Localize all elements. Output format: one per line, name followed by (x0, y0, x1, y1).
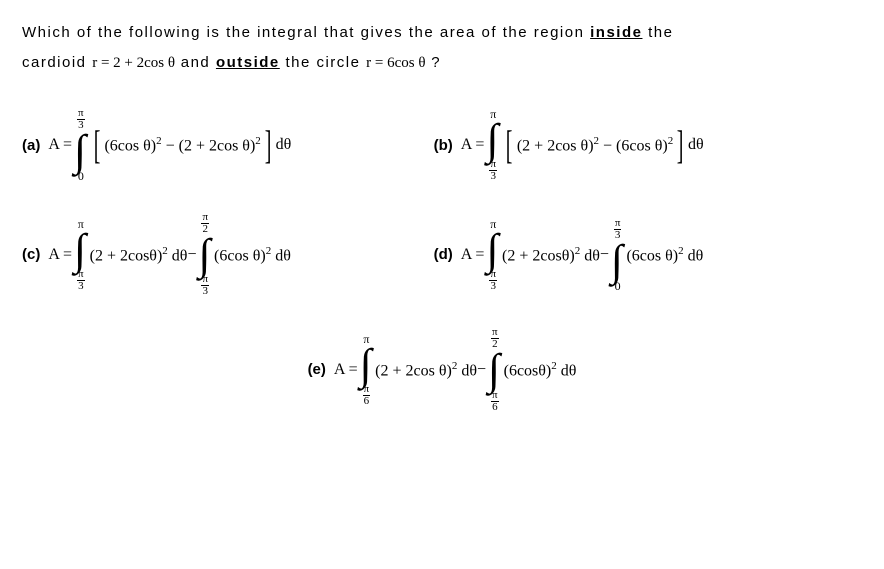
option-label: (d) (434, 246, 453, 263)
option-d: (d) A = π ∫ π3 (2 + 2cosθ)2 dθ − π3 ∫ 0 … (434, 212, 862, 297)
dtheta: dθ (688, 136, 704, 154)
option-label: (c) (22, 246, 40, 263)
option-prefix: A = (461, 136, 485, 154)
integral-2: π2 ∫ π3 (196, 212, 214, 297)
stem-inside: inside (590, 24, 642, 41)
stem-eq1: r = 2 + 2cos θ (92, 55, 175, 71)
option-e: (e) A = π ∫ π6 (2 + 2cos θ)2 dθ − π2 ∫ π… (308, 327, 577, 412)
option-prefix: A = (461, 246, 485, 264)
option-prefix: A = (48, 136, 72, 154)
integral-2: π3 ∫ 0 (609, 218, 627, 292)
integrand: (6cos θ)2 − (2 + 2cos θ)2 (104, 135, 260, 155)
integral-1: π ∫ π3 (72, 218, 90, 292)
stem-eq2: r = 6cos θ (366, 55, 425, 71)
option-row-3: (e) A = π ∫ π6 (2 + 2cos θ)2 dθ − π2 ∫ π… (22, 327, 862, 412)
stem-text: the circle (280, 54, 366, 71)
option-prefix: A = (48, 246, 72, 264)
integrand-2: (6cosθ)2 dθ (504, 360, 577, 380)
integrand-2: (6cos θ)2 dθ (626, 245, 703, 265)
minus: − (187, 246, 196, 264)
option-a: (a) A = π3 ∫ 0 [ (6cos θ)2 − (2 + 2cos θ… (22, 108, 434, 182)
question-stem: Which of the following is the integral t… (22, 18, 862, 78)
integrand-2: (6cos θ)2 dθ (214, 245, 291, 265)
option-label: (a) (22, 137, 40, 154)
integral-1: π ∫ π6 (358, 333, 376, 407)
integral: π3 ∫ 0 (72, 108, 90, 182)
option-label: (e) (308, 361, 326, 378)
integrand-1: (2 + 2cosθ)2 dθ (90, 245, 188, 265)
minus: − (477, 361, 486, 379)
stem-text: Which of the following is the integral t… (22, 24, 590, 41)
option-row-1: (a) A = π3 ∫ 0 [ (6cos θ)2 − (2 + 2cos θ… (22, 108, 862, 182)
stem-text: ? (426, 54, 442, 71)
integrand-1: (2 + 2cosθ)2 dθ (502, 245, 600, 265)
dtheta: dθ (276, 136, 292, 154)
integral: π ∫ π3 (484, 108, 502, 182)
integral-2: π2 ∫ π6 (486, 327, 504, 412)
option-row-2: (c) A = π ∫ π3 (2 + 2cosθ)2 dθ − π2 ∫ π3… (22, 212, 862, 297)
stem-outside: outside (216, 54, 280, 71)
option-label: (b) (434, 137, 453, 154)
option-c: (c) A = π ∫ π3 (2 + 2cosθ)2 dθ − π2 ∫ π3… (22, 212, 434, 297)
stem-text: cardioid (22, 54, 92, 71)
stem-text: the (642, 24, 673, 41)
option-prefix: A = (334, 361, 358, 379)
stem-text: and (175, 54, 216, 71)
integrand: (2 + 2cos θ)2 − (6cos θ)2 (517, 135, 673, 155)
minus: − (600, 246, 609, 264)
option-b: (b) A = π ∫ π3 [ (2 + 2cos θ)2 − (6cos θ… (434, 108, 862, 182)
integral-1: π ∫ π3 (484, 218, 502, 292)
integrand-1: (2 + 2cos θ)2 dθ (375, 360, 477, 380)
